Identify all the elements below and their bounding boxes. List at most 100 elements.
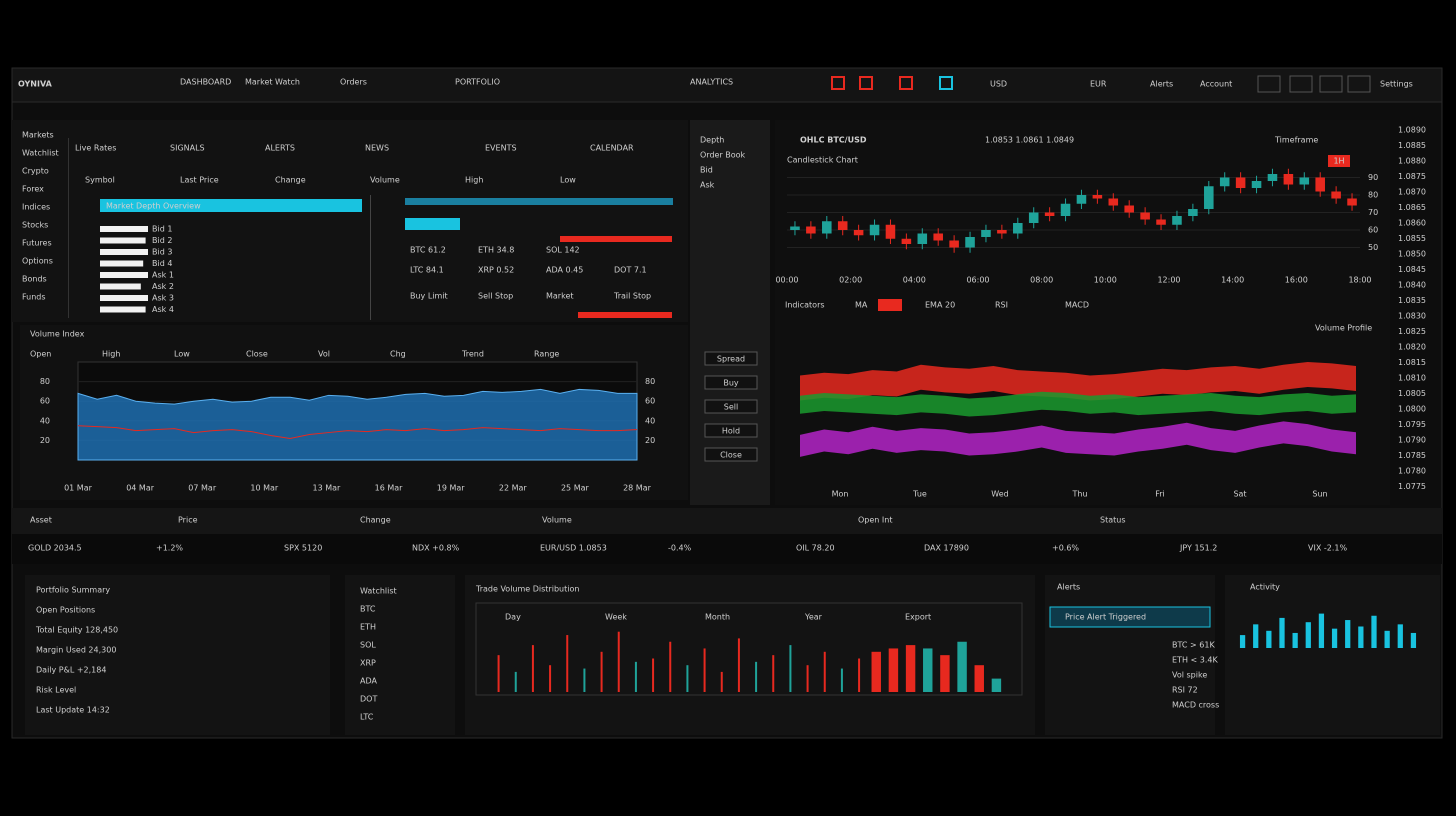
y-tick-label: 20 xyxy=(645,436,655,445)
tool-item: Settings xyxy=(1380,80,1413,89)
candle-body xyxy=(1188,209,1198,216)
icon-button xyxy=(1289,75,1313,93)
mid-button-label: Spread xyxy=(717,355,745,364)
depth-label: Ask 4 xyxy=(152,305,174,314)
candle-body xyxy=(1156,219,1166,225)
bar xyxy=(772,655,775,692)
axis-label: 1.0885 xyxy=(1398,141,1426,150)
candle-body xyxy=(949,240,959,248)
sidebar-item: Options xyxy=(22,257,53,266)
chart-title: OHLC BTC/USD xyxy=(800,136,867,145)
nav-item: DASHBOARD xyxy=(180,78,231,87)
tab: SIGNALS xyxy=(170,144,205,153)
mid-button-label: Hold xyxy=(722,427,740,436)
x-tick-label: 22 Mar xyxy=(499,484,528,493)
header-bar xyxy=(11,67,1443,103)
x-tick-label: Tue xyxy=(912,490,927,499)
bar xyxy=(686,665,689,692)
nav-item: Orders xyxy=(340,78,367,87)
summary-item: Daily P&L +2,184 xyxy=(36,666,106,675)
depth-bar xyxy=(100,237,146,244)
axis-label: 1.0865 xyxy=(1398,203,1426,212)
plot-frame xyxy=(475,602,1023,696)
ticker-item: OIL 78.20 xyxy=(796,544,835,553)
candle-body xyxy=(1347,198,1357,206)
depth-bar xyxy=(100,249,148,255)
mid-button[interactable] xyxy=(704,423,758,438)
candle-body xyxy=(1108,198,1119,206)
control: MA xyxy=(855,301,868,310)
ticker-item: SPX 5120 xyxy=(284,544,322,553)
order-cell: ETH 34.8 xyxy=(478,246,514,255)
progress xyxy=(405,218,460,230)
mid-button[interactable] xyxy=(704,447,758,462)
candle-body xyxy=(790,226,800,230)
axis-label: 1.0875 xyxy=(1398,172,1426,181)
control: Month xyxy=(705,613,730,622)
icon-button xyxy=(1319,75,1343,93)
mid-button[interactable] xyxy=(704,399,758,414)
x-tick-label: 16:00 xyxy=(1285,276,1308,285)
x-tick-label: 18:00 xyxy=(1348,276,1371,285)
depth-label: Bid 1 xyxy=(152,225,172,234)
y-tick-label: 60 xyxy=(40,397,50,406)
candle-body xyxy=(1299,177,1310,185)
axis-label: 1.0790 xyxy=(1398,436,1426,445)
axis-label: 1.0860 xyxy=(1398,219,1426,228)
sidebar-item: Bonds xyxy=(22,275,47,284)
ticker-item: GOLD 2034.5 xyxy=(28,544,82,553)
axis-label: 1.0855 xyxy=(1398,234,1426,243)
bar xyxy=(1266,630,1272,648)
progress xyxy=(405,198,673,205)
column-header: Last Price xyxy=(180,176,219,185)
sidebar-item: Watchlist xyxy=(22,149,59,158)
ticker-item: +0.6% xyxy=(1052,544,1079,553)
bar xyxy=(703,648,706,692)
sidebar-item: Futures xyxy=(22,239,52,248)
nav-item: ANALYTICS xyxy=(690,78,733,87)
bar xyxy=(840,668,843,692)
icon xyxy=(831,76,845,90)
column-header: Volume xyxy=(370,176,400,185)
quote: 1.0853 1.0861 1.0849 xyxy=(985,136,1074,145)
axis-label: 1.0830 xyxy=(1398,312,1426,321)
control: Day xyxy=(505,613,521,622)
depth-bar xyxy=(100,283,141,290)
bar xyxy=(566,635,569,692)
nav-item: PORTFOLIO xyxy=(455,78,500,87)
bar xyxy=(1239,635,1246,648)
mid-button-label: Buy xyxy=(723,379,739,388)
mid-button[interactable] xyxy=(704,351,758,366)
icon-button xyxy=(1257,75,1281,93)
bar xyxy=(737,638,740,692)
ticker-item: EUR/USD 1.0853 xyxy=(540,544,607,553)
axis-label: 1.0810 xyxy=(1398,374,1426,383)
column-header: High xyxy=(102,350,120,359)
x-tick-label: 10 Mar xyxy=(250,484,279,493)
panel-title: Volume Index xyxy=(30,330,85,339)
sidebar-item: Stocks xyxy=(22,221,48,230)
mid-button[interactable] xyxy=(704,375,758,390)
x-tick-label: Sat xyxy=(1233,490,1246,499)
bar xyxy=(634,661,637,692)
candle-body xyxy=(869,224,880,236)
bar xyxy=(888,648,899,692)
depth-label: Bid 2 xyxy=(152,236,172,245)
column-header: High xyxy=(465,176,483,185)
bar xyxy=(858,658,861,692)
control: EMA 20 xyxy=(925,301,955,310)
mid-button-label: Close xyxy=(720,451,742,460)
axis-label: 1.0845 xyxy=(1398,265,1426,274)
watch-item: XRP xyxy=(360,659,376,668)
candle-body xyxy=(1204,186,1214,209)
alert-box xyxy=(1049,606,1211,628)
candle-body xyxy=(997,230,1007,234)
ticker-header: Status xyxy=(1100,516,1126,525)
column-header: Symbol xyxy=(85,176,115,185)
depth-bar xyxy=(100,295,148,301)
bar xyxy=(1410,632,1417,648)
bars-panel xyxy=(465,575,1035,735)
ticker-item: VIX -2.1% xyxy=(1308,544,1347,553)
logo: OYNIVA xyxy=(18,80,53,89)
